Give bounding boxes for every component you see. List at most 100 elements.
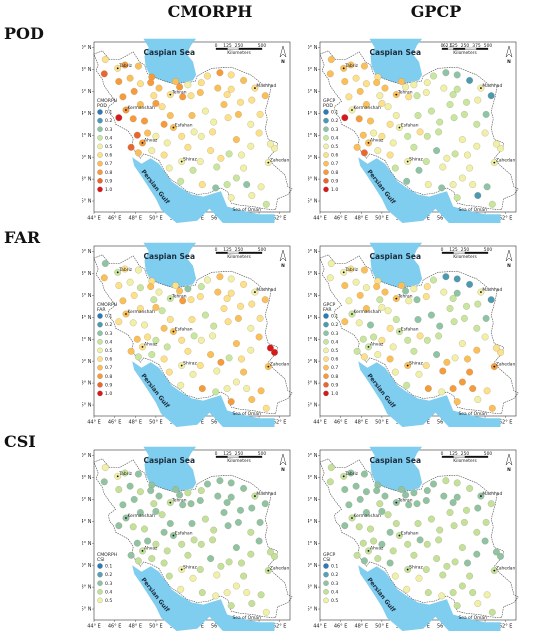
lon-tick-label: 46° E — [334, 420, 348, 426]
legend-product-title: GPCP — [323, 302, 336, 308]
station-marker — [190, 332, 198, 340]
city-dot — [125, 517, 127, 519]
station-marker — [256, 110, 264, 118]
station-marker — [150, 92, 158, 100]
station-marker — [187, 92, 195, 100]
scale-bar-label: 250 — [235, 43, 244, 49]
station-marker — [384, 103, 392, 111]
lon-tick-label: 50° E — [375, 216, 389, 222]
station-marker — [227, 289, 235, 297]
station-marker — [398, 486, 405, 493]
station-marker — [487, 500, 495, 508]
legend-value-label: 0.9 — [331, 178, 338, 184]
station-marker — [356, 87, 364, 95]
legend-swatch — [97, 339, 103, 345]
station-marker — [413, 500, 421, 508]
station-marker — [326, 70, 334, 78]
station-marker — [121, 469, 129, 477]
station-marker — [115, 318, 123, 326]
legend-value-label: 0.1 — [105, 314, 112, 320]
station-marker — [257, 183, 265, 191]
station-marker — [453, 275, 461, 283]
station-marker — [362, 101, 370, 108]
station-marker — [150, 296, 158, 304]
station-marker — [355, 115, 363, 123]
station-marker — [129, 115, 137, 123]
station-marker — [453, 289, 461, 297]
city-dot — [267, 569, 270, 572]
station-marker — [413, 296, 421, 304]
lat-tick-label: 30° N — [308, 563, 318, 569]
station-marker — [134, 470, 142, 478]
legend-variable-title: FAR — [323, 307, 332, 313]
lat-tick-label: 36° N — [308, 497, 318, 503]
station-marker — [160, 120, 168, 128]
legend-swatch — [97, 589, 103, 595]
station-marker — [398, 282, 405, 289]
city-label: Zahedan — [270, 361, 290, 367]
station-marker — [204, 276, 211, 284]
station-marker — [460, 518, 468, 526]
station-marker — [207, 351, 215, 359]
station-marker — [166, 112, 174, 119]
city-dot — [367, 346, 370, 348]
row-title-far: FAR — [4, 228, 41, 247]
station-marker — [216, 477, 224, 485]
city-dot — [406, 568, 409, 571]
station-marker — [473, 550, 481, 558]
station-marker — [172, 78, 179, 85]
station-marker — [404, 540, 412, 548]
station-marker — [474, 600, 482, 607]
city-dot — [398, 534, 401, 537]
station-marker — [386, 151, 394, 159]
legend-value-label: 0.1 — [331, 314, 338, 320]
city-label: Esfahan — [175, 530, 193, 536]
station-marker — [178, 540, 186, 548]
station-marker — [341, 78, 349, 85]
station-marker — [134, 149, 142, 157]
station-marker — [392, 112, 400, 119]
legend-swatch — [97, 390, 103, 397]
station-marker — [497, 144, 504, 152]
station-marker — [446, 305, 454, 312]
station-marker — [389, 139, 397, 147]
legend-swatch — [97, 580, 103, 586]
legend-value-label: 0.5 — [331, 598, 338, 604]
legend-product-title: CMORPH — [97, 98, 117, 104]
scale-bar-segment — [464, 455, 489, 458]
legend-value-label: 0.8 — [331, 170, 338, 176]
lat-tick-label: 34° N — [308, 315, 318, 321]
station-marker — [212, 184, 220, 192]
station-marker — [405, 501, 413, 509]
lat-tick-label: 28° N — [308, 381, 318, 387]
legend-value-label: 0.7 — [105, 161, 112, 167]
city-dot — [125, 109, 127, 111]
row-title-pod: POD — [4, 24, 44, 43]
station-marker — [449, 499, 457, 507]
legend-swatch — [323, 597, 329, 604]
legend-swatch — [97, 571, 103, 578]
station-marker — [453, 71, 461, 79]
lat-tick-label: 38° N — [308, 271, 318, 277]
station-marker — [223, 91, 231, 99]
station-marker — [423, 540, 431, 548]
station-marker — [158, 307, 166, 315]
station-marker — [238, 355, 245, 363]
station-marker — [404, 132, 412, 140]
legend-variable-title: CSI — [97, 557, 104, 563]
city-label: Tehran — [397, 293, 413, 299]
city-dot — [480, 291, 482, 293]
legend-product-title: CMORPH — [97, 552, 117, 558]
station-marker — [248, 96, 256, 104]
sea-of-oman-label: Sea of Oman — [458, 615, 487, 621]
lon-tick-label: 48° E — [128, 216, 142, 222]
legend-value-label: 0.6 — [331, 357, 338, 363]
legend-swatch — [97, 169, 103, 175]
caspian-sea-label: Caspian Sea — [370, 48, 422, 57]
station-marker — [160, 151, 168, 159]
station-marker — [466, 572, 474, 580]
city-dot — [406, 364, 409, 367]
station-marker — [240, 280, 248, 288]
station-marker — [240, 76, 248, 84]
station-marker — [378, 303, 386, 311]
